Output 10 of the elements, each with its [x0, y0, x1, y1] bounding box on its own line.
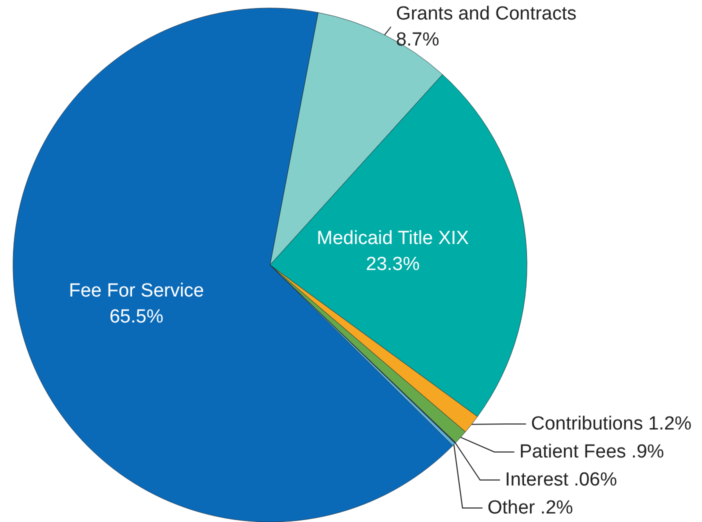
data-label: 8.7%	[396, 30, 440, 50]
data-label: 65.5%	[109, 306, 164, 328]
slice-label: Interest .06%	[505, 470, 618, 490]
slice-label: Grants and Contracts	[396, 4, 577, 24]
data-label: 23.3%	[366, 254, 420, 276]
slice-label: Contributions 1.2%	[530, 414, 692, 434]
slice-label: Other .2%	[487, 498, 574, 518]
slice-label: Medicaid Title XIX	[316, 228, 470, 250]
slice-label: Patient Fees .9%	[519, 442, 664, 462]
slice-label: Fee For Service	[68, 280, 204, 302]
